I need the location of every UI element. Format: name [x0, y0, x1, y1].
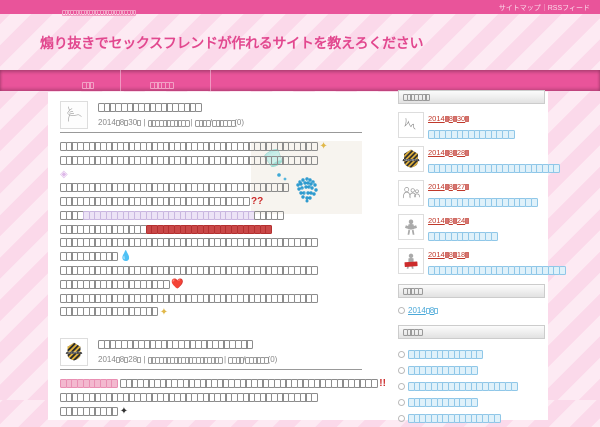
- svg-text:SECURITY: SECURITY: [67, 351, 80, 355]
- svg-text:SECURITY: SECURITY: [404, 158, 418, 162]
